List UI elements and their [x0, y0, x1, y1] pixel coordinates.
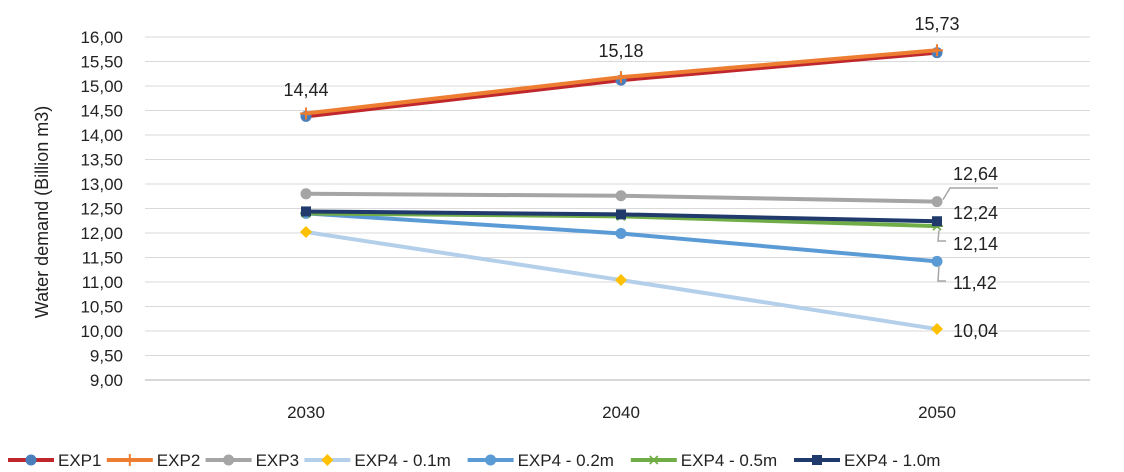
data-label: 15,73 [914, 14, 959, 34]
y-tick-label: 10,50 [80, 298, 123, 317]
legend-label: EXP2 [157, 451, 200, 470]
legend-label: EXP3 [256, 451, 299, 470]
legend-item-exp1: EXP1 [8, 451, 101, 470]
legend-marker [485, 454, 497, 466]
legend-marker [123, 454, 136, 466]
legend-item-exp3: EXP3 [205, 451, 299, 470]
data-label: 15,18 [598, 41, 643, 61]
legend-item-exp2: EXP2 [106, 451, 200, 470]
legend-item-exp4-0-1m: EXP4 - 0.1m [304, 451, 451, 470]
data-point-exp3 [931, 196, 943, 208]
legend: EXP1 EXP2 EXP3 EXP4 - 0.1m EXP4 - 0.2m EXP4 -… [8, 451, 940, 470]
x-axis: 2030 2040 2050 [145, 379, 1090, 422]
legend-item-exp4-0-5m: EXP4 - 0.5m [630, 451, 777, 470]
leader-line [937, 230, 946, 242]
data-point-exp4-0-2m [931, 255, 943, 267]
legend-label: EXP1 [58, 451, 101, 470]
y-tick-label: 9,00 [90, 371, 123, 390]
data-point-exp4-0-1m [931, 323, 943, 336]
legend-item-exp4-0-2m: EXP4 - 0.2m [467, 451, 614, 470]
series-lines [300, 44, 943, 336]
legend-marker [812, 455, 822, 465]
y-axis-label: Water demand (Billion m3) [32, 106, 52, 318]
data-point-exp3 [300, 188, 312, 200]
data-point-exp4-0-1m [300, 226, 312, 239]
data-point-exp2 [300, 107, 312, 120]
legend-marker [25, 454, 37, 466]
legend-marker [647, 455, 660, 465]
x-tick-label: 2030 [287, 403, 325, 422]
data-point-exp2 [615, 71, 627, 84]
data-label: 12,24 [953, 203, 998, 223]
y-tick-label: 13,00 [80, 175, 123, 194]
y-tick-label: 14,00 [80, 126, 123, 145]
series-exp2 [300, 44, 943, 120]
legend-marker [321, 454, 334, 466]
data-label: 12,64 [953, 164, 998, 184]
y-tick-label: 15,00 [80, 77, 123, 96]
legend-label: EXP4 - 1.0m [844, 451, 940, 470]
y-tick-label: 12,50 [80, 200, 123, 219]
y-tick-label: 11,00 [82, 273, 123, 292]
leader-line [942, 187, 998, 201]
leader-line [937, 265, 946, 282]
series-exp4-1-0m [301, 206, 942, 227]
data-label: 12,14 [953, 234, 998, 254]
x-tick-label: 2050 [918, 403, 956, 422]
data-point-exp4-1-0m [301, 206, 311, 217]
data-label: 10,04 [953, 321, 998, 341]
y-tick-label: 14,50 [80, 102, 123, 121]
legend-label: EXP4 - 0.5m [681, 451, 777, 470]
legend-item-exp4-1-0m: EXP4 - 1.0m [794, 451, 940, 470]
data-label: 14,44 [283, 80, 328, 100]
data-point-exp4-1-0m [932, 216, 942, 227]
data-point-exp4-0-1m [615, 274, 627, 287]
data-labels: 14,44 15,18 15,73 12,64 12,24 12,14 11,42 10,04 [283, 14, 998, 341]
legend-label: EXP4 - 0.2m [518, 451, 614, 470]
data-point-exp2 [931, 44, 943, 57]
legend-label: EXP4 - 0.1m [354, 451, 450, 470]
data-label: 11,42 [953, 273, 997, 293]
y-tick-label: 13,50 [80, 151, 123, 170]
legend-marker [223, 454, 235, 466]
data-point-exp4-0-2m [615, 227, 627, 239]
x-tick-label: 2040 [602, 403, 640, 422]
y-tick-label: 11,50 [82, 249, 123, 268]
y-tick-label: 10,00 [80, 322, 123, 341]
y-tick-label: 15,50 [80, 53, 123, 72]
series-exp4-0-1m [300, 226, 943, 336]
data-point-exp3 [615, 190, 627, 202]
y-tick-label: 9,50 [90, 347, 123, 366]
data-point-exp4-1-0m [616, 209, 626, 220]
y-tick-label: 12,00 [80, 224, 123, 243]
series-exp3 [300, 188, 943, 208]
y-tick-label: 16,00 [80, 28, 123, 47]
y-axis: 9,00 9,50 10,00 10,50 11,00 11,50 12,00 12,50 13… [80, 28, 123, 390]
